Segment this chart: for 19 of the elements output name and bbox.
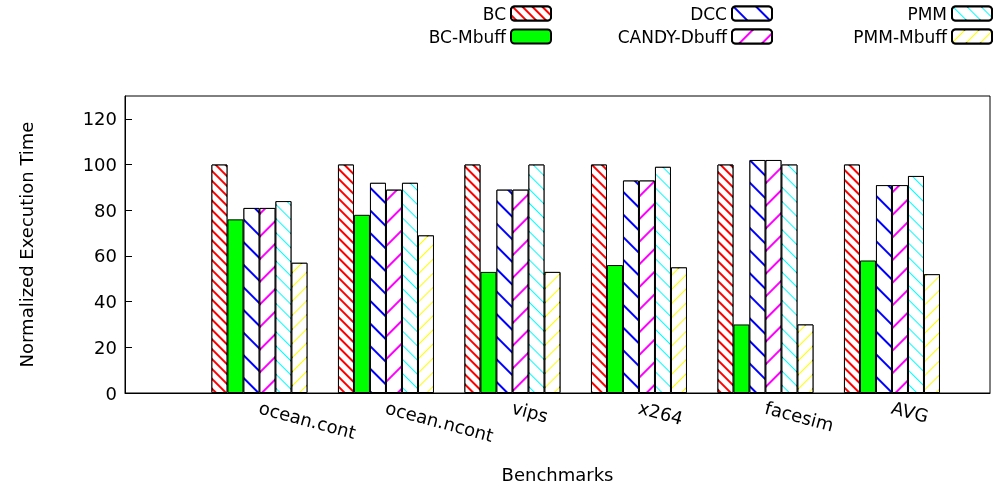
- legend-label: DCC: [690, 3, 727, 24]
- y-tick-label: 100: [82, 154, 117, 176]
- y-tick-label: 40: [94, 291, 117, 313]
- y-tick-label: 80: [94, 199, 117, 221]
- x-tick-label: facesim: [762, 396, 837, 436]
- legend-label: CANDY-Dbuff: [617, 26, 729, 47]
- legend-label: BC-Mbuff: [428, 26, 508, 47]
- x-axis-title: Benchmarks: [501, 463, 614, 485]
- y-tick-label: 120: [82, 108, 117, 130]
- y-tick-label: 60: [94, 245, 117, 267]
- legend-label: PMM: [907, 3, 947, 24]
- legend-label: BC: [482, 3, 506, 24]
- y-tick-label: 20: [94, 336, 117, 358]
- x-tick-label: vips: [509, 396, 551, 427]
- legend-label: PMM-Mbuff: [853, 26, 949, 47]
- x-tick-label: x264: [636, 396, 686, 429]
- y-tick-label: 0: [105, 382, 117, 404]
- x-tick-label: AVG: [889, 396, 931, 427]
- y-axis-title: Normalized Execution Time: [15, 121, 37, 368]
